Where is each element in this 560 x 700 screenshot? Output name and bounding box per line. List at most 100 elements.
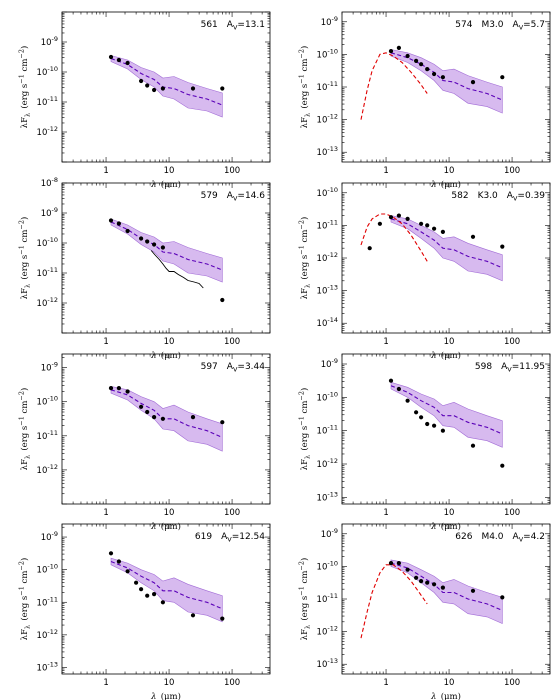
photometry-point [500, 244, 505, 249]
y-tick-label: 10-11 [317, 592, 338, 605]
photometry-point [190, 86, 196, 91]
x-tick-label: 100 [504, 678, 520, 688]
sed-panel-561: 1 10 100 10-12 10-11 10-10 10-9 561 AV=13.1 λ (μ… [18, 11, 271, 190]
photometry-point [419, 579, 424, 584]
photometry-point [145, 409, 150, 415]
photometry-point [405, 567, 410, 572]
x-tick-label: 10 [164, 508, 175, 518]
y-tick-label: 10-9 [321, 357, 338, 370]
model-range-band [390, 381, 503, 448]
y-tick-label: 10-10 [37, 65, 58, 78]
photometry-point [160, 600, 165, 605]
photometry-point [440, 75, 445, 80]
x-tick-label: 10 [444, 166, 455, 176]
extinction-sub: V [233, 24, 238, 32]
extinction-value: =5.7 [523, 20, 545, 30]
spectral-type: K3.0 [478, 191, 498, 201]
photometry-point [145, 239, 150, 244]
photometry-point [139, 78, 144, 84]
extinction-sub: V [513, 195, 518, 203]
extinction-value: =4.2 [523, 532, 545, 542]
x-tick-label: 10 [444, 337, 455, 347]
y-tick-label: 10-8 [41, 176, 58, 189]
y-tick-label: 10-10 [37, 395, 58, 408]
photometry-point [139, 236, 144, 241]
photometry-point [125, 228, 130, 234]
y-tick-label: 10-13 [317, 145, 338, 158]
y-tick-label: 10-11 [317, 80, 338, 93]
model-median-line [110, 560, 223, 610]
y-axis-label: λFλ (erg s−1 cm−2) [298, 46, 312, 129]
sed-panel-626: 1 10 100 10-13 10-12 10-11 10-10 10-9 626 M4.0 A… [298, 523, 551, 700]
spectral-type: M3.0 [481, 20, 503, 30]
sed-panel-598: 1 10 100 10-13 10-12 10-11 10-10 10-9 598 AV=11.… [298, 353, 551, 532]
photometry-point [152, 415, 157, 420]
y-tick-label: 10-12 [317, 113, 338, 126]
stellar-photosphere-line [360, 564, 428, 639]
photometry-point [160, 245, 165, 250]
photometry-point [396, 45, 401, 51]
photometry-point [440, 585, 445, 590]
photometry-point [470, 234, 476, 239]
extinction-prefix: A [513, 532, 520, 542]
x-axis-label: λ (μm) [430, 521, 461, 532]
photometry-point [500, 75, 505, 80]
y-axis-label: λFλ (erg s−1 cm−2) [18, 558, 32, 641]
model-median-line [390, 218, 503, 269]
x-tick-label: 1 [103, 166, 108, 176]
x-tick-label: 100 [504, 166, 520, 176]
photometry-point [145, 83, 150, 88]
y-axis-label: λFλ (erg s−1 cm−2) [18, 388, 32, 471]
photometry-point [116, 57, 121, 63]
x-tick-label: 10 [164, 166, 175, 176]
y-tick-label: 10-10 [37, 563, 58, 576]
extinction-sub: V [227, 536, 232, 544]
model-range-band [390, 49, 503, 114]
photometry-point [116, 559, 121, 564]
model-range-band [390, 215, 503, 282]
photometry-point [108, 218, 114, 223]
y-tick-label: 10-9 [41, 361, 58, 374]
extinction-prefix: A [227, 191, 234, 201]
y-tick-label: 10-13 [317, 284, 338, 297]
y-axis-label: λFλ (erg s−1 cm−2) [18, 217, 32, 300]
y-tick-label: 10-10 [37, 236, 58, 249]
y-tick-label: 10-10 [317, 390, 338, 403]
panel-annotation: 619 AV=12.54 [195, 532, 265, 544]
stellar-photosphere-line [360, 213, 428, 262]
y-tick-label: 10-11 [317, 424, 338, 437]
photometry-point [152, 87, 157, 93]
x-tick-label: 10 [444, 508, 455, 518]
panel-annotation: 597 AV=3.44 [201, 362, 266, 374]
photometry-point [405, 216, 410, 221]
panel-annotation: 582 K3.0 AV=0.39 [451, 191, 545, 203]
panel-annotation: 626 M4.0 AV=4.2 [455, 532, 545, 544]
model-range-band [110, 218, 223, 283]
y-tick-label: 10-12 [37, 463, 58, 476]
y-tick-label: 10-13 [317, 657, 338, 670]
photometry-point [419, 62, 424, 67]
y-tick-label: 10-14 [317, 316, 338, 329]
irs-spectrum-line [150, 250, 204, 289]
x-tick-label: 1 [103, 337, 108, 347]
source-id: 598 [475, 362, 492, 372]
extinction-prefix: A [507, 191, 514, 201]
extinction-value: =3.44 [237, 362, 265, 372]
x-axis-label: λ (μm) [430, 691, 461, 700]
panel-annotation: 598 AV=11.95 [475, 362, 545, 374]
x-axis-label: λ (μm) [430, 350, 461, 361]
x-tick-label: 100 [224, 166, 240, 176]
y-tick-label: 10-9 [41, 206, 58, 219]
source-id: 597 [201, 362, 218, 372]
y-tick-label: 10-13 [317, 490, 338, 503]
y-tick-label: 10-12 [37, 125, 58, 138]
extinction-value: =11.95 [512, 362, 545, 372]
x-tick-label: 100 [224, 508, 240, 518]
x-tick-label: 1 [103, 678, 108, 688]
photometry-point [220, 297, 225, 303]
y-tick-label: 10-12 [317, 625, 338, 638]
x-axis-label: λ (μm) [150, 350, 181, 361]
model-median-line [390, 52, 503, 101]
y-tick-label: 10-9 [41, 530, 58, 543]
